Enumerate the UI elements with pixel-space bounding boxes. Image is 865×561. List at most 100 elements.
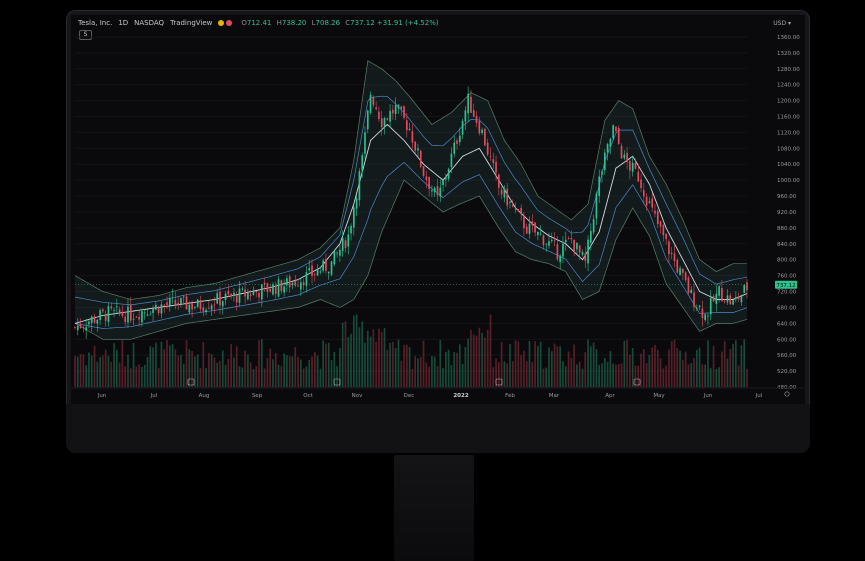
candle-body: [82, 327, 85, 328]
candle-body: [283, 286, 285, 293]
candle-body: [506, 188, 509, 206]
volume-bar: [481, 332, 483, 387]
open-value: 712.41: [246, 19, 272, 27]
volume-bar: [645, 363, 648, 387]
candle-body: [595, 193, 598, 219]
candle-body: [155, 304, 157, 310]
volume-bar: [210, 354, 213, 387]
volume-bar: [199, 368, 202, 387]
interval-label[interactable]: 1D: [118, 19, 129, 27]
candle-body: [403, 106, 405, 118]
volume-bar: [707, 340, 709, 387]
candle-body: [400, 106, 403, 109]
candle-body: [617, 127, 620, 144]
volume-bar: [445, 351, 447, 387]
volume-bar: [732, 343, 734, 387]
time-tick-label: Oct: [303, 393, 313, 399]
volume-bar: [559, 346, 562, 387]
candle-body: [573, 239, 575, 252]
chart-screen[interactable]: Tesla, Inc. 1D NASDAQ TradingView O712.4…: [71, 15, 805, 404]
volume-bar: [219, 360, 221, 387]
volume-bar: [612, 363, 614, 387]
candle-body: [288, 276, 291, 288]
candle-body: [361, 155, 364, 171]
band-fill: [75, 60, 747, 340]
volume-bar: [294, 347, 297, 387]
candle-body: [216, 293, 219, 304]
volume-bar: [386, 349, 389, 387]
volume-bar: [489, 314, 492, 387]
symbol-name[interactable]: Tesla, Inc.: [78, 19, 113, 27]
volume-bar: [274, 353, 277, 387]
volume-bar: [330, 360, 333, 387]
volume-bar: [155, 342, 157, 387]
lower-band-line: [74, 179, 748, 340]
inner-upper-band-line: [74, 95, 748, 306]
candle-body: [224, 293, 227, 300]
volume-bar: [417, 358, 419, 387]
low-value: 708.26: [315, 19, 341, 27]
candle-body: [341, 237, 344, 252]
candle-body: [500, 189, 503, 195]
candle-body: [336, 252, 338, 254]
currency-selector[interactable]: USD ▾: [773, 20, 791, 27]
volume-bar: [576, 364, 578, 387]
candle-body: [258, 292, 260, 298]
volume-bar: [378, 328, 380, 387]
volume-bar: [615, 364, 617, 387]
volume-bar: [642, 349, 645, 387]
volume-bar: [695, 349, 698, 387]
volume-bar: [205, 368, 207, 387]
volume-bar: [679, 350, 681, 387]
volume-bar: [590, 346, 592, 387]
volume-bar: [350, 333, 352, 387]
volume-bar: [227, 358, 230, 387]
price-tick-label: 800.00: [777, 258, 797, 264]
volume-bar: [364, 342, 366, 387]
volume-bar: [260, 339, 263, 387]
volume-bar: [715, 368, 718, 387]
earnings-marker-icon: [633, 378, 641, 386]
price-tick-label: 560.00: [777, 353, 797, 359]
monitor-chin: [66, 404, 810, 453]
candle-body: [308, 268, 311, 271]
candle-body: [118, 309, 121, 314]
volume-bar: [372, 329, 375, 387]
candle-body: [202, 307, 205, 312]
candle-body: [205, 309, 207, 312]
inner-lower-band-line: [74, 161, 748, 329]
volume-bar: [553, 343, 556, 387]
volume-bar: [595, 349, 598, 387]
volume-bar: [353, 315, 355, 387]
candle-body: [104, 314, 107, 321]
s-toggle-button[interactable]: S: [79, 30, 92, 40]
candle-body: [249, 294, 252, 296]
volume-bar: [447, 349, 450, 387]
candle-body: [726, 295, 729, 303]
volume-bar: [684, 351, 687, 387]
volume-bar: [617, 364, 620, 387]
volume-bar: [654, 345, 656, 387]
candle-body: [701, 308, 704, 319]
candle-body: [141, 311, 143, 323]
volume-bar: [76, 356, 79, 387]
candle-body: [355, 198, 358, 209]
price-tick-label: 680.00: [777, 305, 797, 311]
volume-bar: [194, 356, 196, 387]
volume-bar: [403, 345, 405, 387]
volume-bar: [659, 358, 662, 387]
volume-bar: [327, 342, 330, 387]
volume-bar: [517, 341, 520, 387]
volume-bar: [375, 341, 377, 387]
candle-body: [85, 327, 87, 331]
volume-bar: [601, 363, 603, 387]
price-tick-label: 1240.00: [777, 83, 800, 89]
candle-body: [143, 312, 146, 314]
candle-body: [322, 260, 324, 271]
price-chart[interactable]: 1360.00 1320.00 1280.00 1240.00 1200.00 1160.…: [71, 15, 805, 404]
candle-body: [180, 297, 182, 305]
candle-body: [171, 297, 174, 299]
price-tick-label: 720.00: [777, 290, 797, 296]
candle-body: [291, 282, 294, 285]
volume-bar: [202, 341, 205, 387]
